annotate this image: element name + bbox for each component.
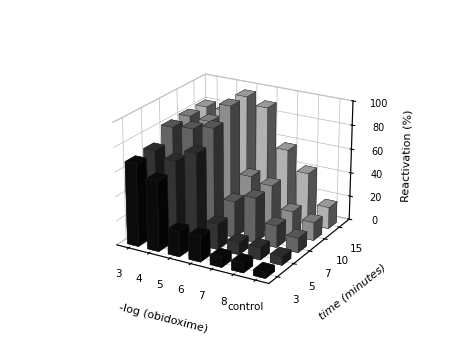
Y-axis label: time (minutes): time (minutes)	[316, 262, 387, 321]
X-axis label: -log (obidoxime): -log (obidoxime)	[118, 303, 209, 335]
